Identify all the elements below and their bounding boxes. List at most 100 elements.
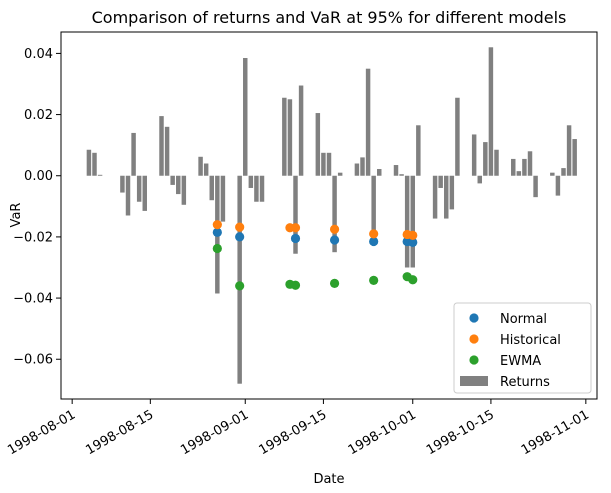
- return-bar: [315, 113, 321, 176]
- return-bar: [511, 158, 516, 176]
- x-tick-label: 1998-08-15: [83, 407, 156, 458]
- return-bar: [136, 175, 142, 202]
- return-bar: [287, 99, 293, 176]
- return-bar: [483, 142, 488, 176]
- return-bar: [377, 169, 382, 176]
- normal-var-point: [212, 227, 222, 237]
- return-bar: [237, 175, 242, 384]
- return-bar: [159, 116, 164, 176]
- ewma-var-point: [408, 275, 418, 285]
- return-bar: [164, 126, 170, 176]
- return-bar: [120, 175, 125, 193]
- return-bar: [477, 175, 482, 184]
- return-bar: [142, 175, 147, 211]
- return-bar: [399, 174, 404, 176]
- return-bar: [550, 172, 555, 176]
- plot-frame: [60, 31, 598, 400]
- return-bar: [522, 158, 527, 176]
- historical-var-point: [290, 223, 301, 233]
- y-tick-label: −0.02: [13, 230, 53, 245]
- return-bar: [527, 151, 533, 176]
- return-bar: [438, 175, 443, 188]
- return-bar: [254, 175, 259, 202]
- return-bar: [125, 175, 131, 216]
- return-bar: [449, 175, 455, 210]
- ewma-var-point: [329, 278, 340, 288]
- return-bar: [404, 175, 410, 268]
- return-bar: [471, 134, 477, 176]
- x-tick-label: 1998-11-01: [519, 407, 592, 458]
- return-bar: [533, 175, 538, 198]
- return-bar: [209, 175, 214, 201]
- return-bar: [293, 175, 298, 254]
- return-bar: [86, 149, 92, 176]
- legend-swatch-returns: [460, 376, 488, 386]
- y-tick-label: −0.06: [13, 353, 53, 368]
- legend-label-ewma: EWMA: [500, 354, 541, 369]
- legend-label-returns: Returns: [500, 375, 550, 390]
- legend-swatch-historical: [469, 334, 479, 344]
- x-tick-label: 1998-09-01: [178, 407, 251, 458]
- return-bar: [410, 175, 415, 268]
- return-bar: [488, 47, 494, 176]
- return-bar: [298, 85, 304, 176]
- return-bar: [561, 168, 566, 176]
- y-tick-label: 0.00: [24, 169, 53, 184]
- historical-var-point: [329, 224, 340, 234]
- return-bar: [326, 152, 332, 176]
- x-axis-label: Date: [313, 472, 344, 487]
- y-axis-label: VaR: [9, 203, 24, 228]
- ewma-var-point: [235, 281, 245, 291]
- return-bar: [321, 152, 326, 176]
- return-bar: [203, 163, 209, 176]
- return-bar: [181, 175, 187, 205]
- historical-var-point: [408, 230, 418, 240]
- legend-label-historical: Historical: [500, 333, 561, 348]
- x-axis: 1998-08-01 1998-08-15 1998-09-01 1998-09-15…: [5, 399, 592, 458]
- normal-var-point: [235, 232, 245, 242]
- return-bar: [393, 165, 399, 176]
- ewma-var-point: [212, 243, 222, 254]
- y-tick-label: 0.02: [24, 108, 53, 123]
- chart-title: Comparison of returns and VaR at 95% for…: [92, 8, 567, 27]
- return-bar: [566, 125, 572, 176]
- y-tick-label: 0.04: [24, 47, 53, 62]
- normal-var-point: [329, 235, 340, 245]
- legend-box: [453, 302, 592, 394]
- return-bar: [337, 172, 343, 176]
- historical-var-point: [235, 222, 245, 232]
- return-bar: [282, 97, 287, 176]
- return-bar: [432, 175, 438, 219]
- return-bar: [555, 175, 561, 196]
- plot-area: [86, 47, 577, 384]
- historical-var-point: [212, 220, 222, 230]
- return-bar: [371, 175, 376, 240]
- return-bar: [170, 175, 175, 185]
- historical-var-point: [369, 229, 379, 239]
- return-bar: [220, 175, 226, 222]
- return-bar: [97, 174, 103, 176]
- ewma-var-point: [369, 275, 379, 285]
- return-bar: [248, 175, 254, 188]
- normal-var-point: [408, 237, 418, 248]
- x-tick-label: 1998-10-01: [346, 407, 419, 458]
- return-bar: [354, 163, 360, 176]
- legend-swatch-ewma: [469, 355, 479, 365]
- legend-swatch-normal: [469, 313, 479, 323]
- return-bar: [365, 68, 371, 176]
- y-tick-label: −0.04: [13, 292, 53, 307]
- return-bar: [416, 125, 421, 176]
- return-bar: [494, 149, 499, 176]
- return-bar: [516, 171, 522, 176]
- return-bar: [198, 156, 203, 176]
- ewma-var-point: [290, 280, 301, 290]
- return-bar: [360, 157, 365, 176]
- x-tick-label: 1998-09-15: [256, 407, 329, 458]
- legend-label-normal: Normal: [500, 312, 547, 327]
- return-bar: [176, 175, 181, 195]
- return-bar: [444, 175, 449, 219]
- return-bar: [259, 175, 265, 202]
- x-tick-label: 1998-10-15: [424, 407, 497, 458]
- return-bar: [243, 58, 248, 176]
